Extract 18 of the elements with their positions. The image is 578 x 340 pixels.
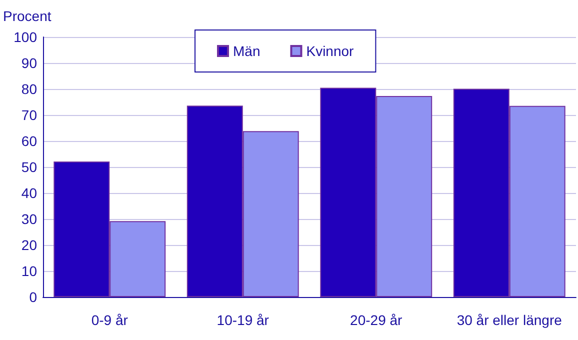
x-tick-label: 20-29 år [350, 312, 403, 328]
y-tick-label: 90 [21, 55, 38, 71]
legend-label: Kvinnor [306, 43, 354, 59]
y-tick-label: 70 [21, 107, 38, 123]
y-tick-label: 10 [21, 263, 38, 279]
y-tick-label: 30 [21, 211, 38, 227]
y-tick-label: 80 [21, 81, 38, 97]
x-tick-label: 0-9 år [91, 312, 128, 328]
y-tick-label: 50 [21, 159, 38, 175]
y-tick-label: 0 [29, 289, 38, 305]
legend-label: Män [233, 43, 260, 59]
y-tick-label: 60 [21, 133, 38, 149]
y-axis-title: Procent [3, 8, 52, 24]
x-tick-label: 30 år eller längre [456, 312, 562, 328]
y-tick-label: 40 [21, 185, 38, 201]
y-tick-label: 100 [14, 29, 38, 45]
x-tick-label: 10-19 år [216, 312, 270, 328]
y-tick-label: 20 [21, 237, 38, 253]
